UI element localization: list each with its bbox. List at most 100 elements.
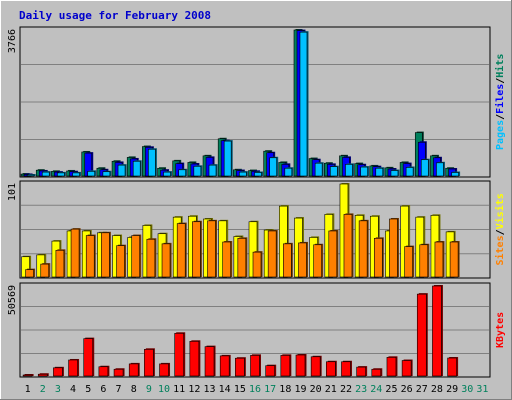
legend-usage: Pages/Files/Hits: [494, 54, 506, 150]
bar-kbytes: [416, 293, 427, 377]
bar-kbytes: [53, 367, 63, 377]
bar-pages: [330, 166, 338, 177]
bar-pages: [87, 171, 96, 177]
day-label: 5: [85, 384, 91, 395]
day-label: 9: [146, 384, 152, 395]
bar-kbytes: [280, 355, 291, 377]
bar-sites: [237, 238, 247, 278]
legend-entry: Sites: [494, 235, 506, 265]
bar-sites: [449, 241, 459, 278]
bar-sites: [55, 249, 65, 278]
day-label: 18: [279, 384, 291, 395]
day-label: 11: [173, 384, 185, 395]
bar-sites: [161, 243, 171, 278]
legend-entry: Hits: [494, 54, 506, 78]
bar-kbytes: [159, 363, 169, 377]
bar-pages: [451, 172, 459, 177]
legend-entry: Files: [494, 84, 506, 114]
bar-kbytes: [37, 373, 48, 377]
day-label: 26: [401, 384, 413, 395]
bar-sites: [222, 241, 231, 278]
chart-title: Daily usage for February 2008: [19, 9, 211, 22]
day-label: 21: [325, 384, 337, 395]
bar-pages: [360, 166, 368, 177]
legend-entry: Pages: [495, 120, 506, 150]
bar-sites: [116, 245, 125, 278]
bar-sites: [298, 242, 307, 278]
day-label: 30: [461, 384, 473, 395]
bar-sites: [85, 235, 95, 278]
bar-pages: [390, 170, 399, 177]
bar-sites: [192, 221, 201, 278]
day-label: 23: [355, 384, 367, 395]
bar-kbytes: [250, 355, 260, 377]
bar-sites: [267, 230, 277, 278]
day-label: 17: [264, 384, 276, 395]
plot-layer: 3766Pages/Files/Hits101Sites/Visits50569…: [7, 26, 506, 395]
bar-kbytes: [219, 355, 230, 377]
day-label: 15: [234, 384, 246, 395]
bar-kbytes: [310, 356, 321, 377]
bar-pages: [223, 140, 232, 177]
bar-kbytes: [401, 360, 412, 377]
bar-kbytes: [128, 363, 139, 377]
bar-pages: [420, 159, 429, 177]
bar-pages: [345, 164, 353, 177]
bar-kbytes: [83, 338, 94, 377]
max-label-visits: 101: [7, 183, 18, 201]
bar-sites: [101, 232, 110, 278]
bar-kbytes: [174, 332, 184, 377]
bar-pages: [314, 162, 323, 177]
legend-entry: Visits: [494, 193, 506, 229]
day-label: 13: [203, 384, 215, 395]
day-label: 31: [476, 384, 488, 395]
bar-sites: [176, 223, 186, 278]
day-label: 19: [294, 384, 306, 395]
bar-sites: [328, 230, 338, 278]
bar-sites: [70, 228, 80, 278]
bar-sites: [419, 244, 429, 278]
bar-kbytes: [371, 368, 382, 377]
bar-sites: [40, 263, 50, 278]
day-label: 4: [70, 384, 76, 395]
bar-pages: [208, 164, 217, 177]
day-label: 10: [158, 384, 170, 395]
bar-pages: [193, 166, 202, 177]
legend-entry: KBytes: [495, 312, 506, 348]
day-label: 29: [446, 384, 458, 395]
bar-kbytes: [98, 366, 109, 377]
bar-sites: [389, 218, 398, 278]
day-label: 12: [188, 384, 200, 395]
bar-pages: [163, 171, 171, 177]
bar-kbytes: [204, 346, 215, 377]
bar-sites: [207, 220, 216, 278]
bar-pages: [148, 148, 156, 177]
day-label: 28: [431, 384, 443, 395]
bar-pages: [284, 167, 293, 177]
day-label: 6: [100, 384, 106, 395]
bar-sites: [358, 220, 368, 278]
max-label-kbytes: 50569: [7, 285, 18, 315]
day-label: 20: [310, 384, 322, 395]
bar-pages: [41, 171, 50, 177]
legend-entry: /: [495, 114, 506, 120]
max-label-usage: 3766: [7, 29, 18, 53]
bar-sites: [131, 235, 141, 278]
bar-pages: [72, 172, 80, 177]
day-label: 8: [131, 384, 137, 395]
bar-kbytes: [386, 357, 397, 377]
bar-sites: [343, 214, 353, 278]
bar-sites: [373, 238, 383, 278]
bar-kbytes: [235, 357, 245, 377]
day-label: 25: [385, 384, 397, 395]
bar-sites: [313, 244, 322, 278]
bar-kbytes: [22, 374, 33, 377]
bar-sites: [25, 269, 34, 278]
bar-pages: [436, 162, 444, 177]
bar-kbytes: [447, 357, 457, 377]
bar-kbytes: [144, 349, 154, 377]
bar-pages: [299, 31, 308, 177]
day-label: 14: [219, 384, 231, 395]
